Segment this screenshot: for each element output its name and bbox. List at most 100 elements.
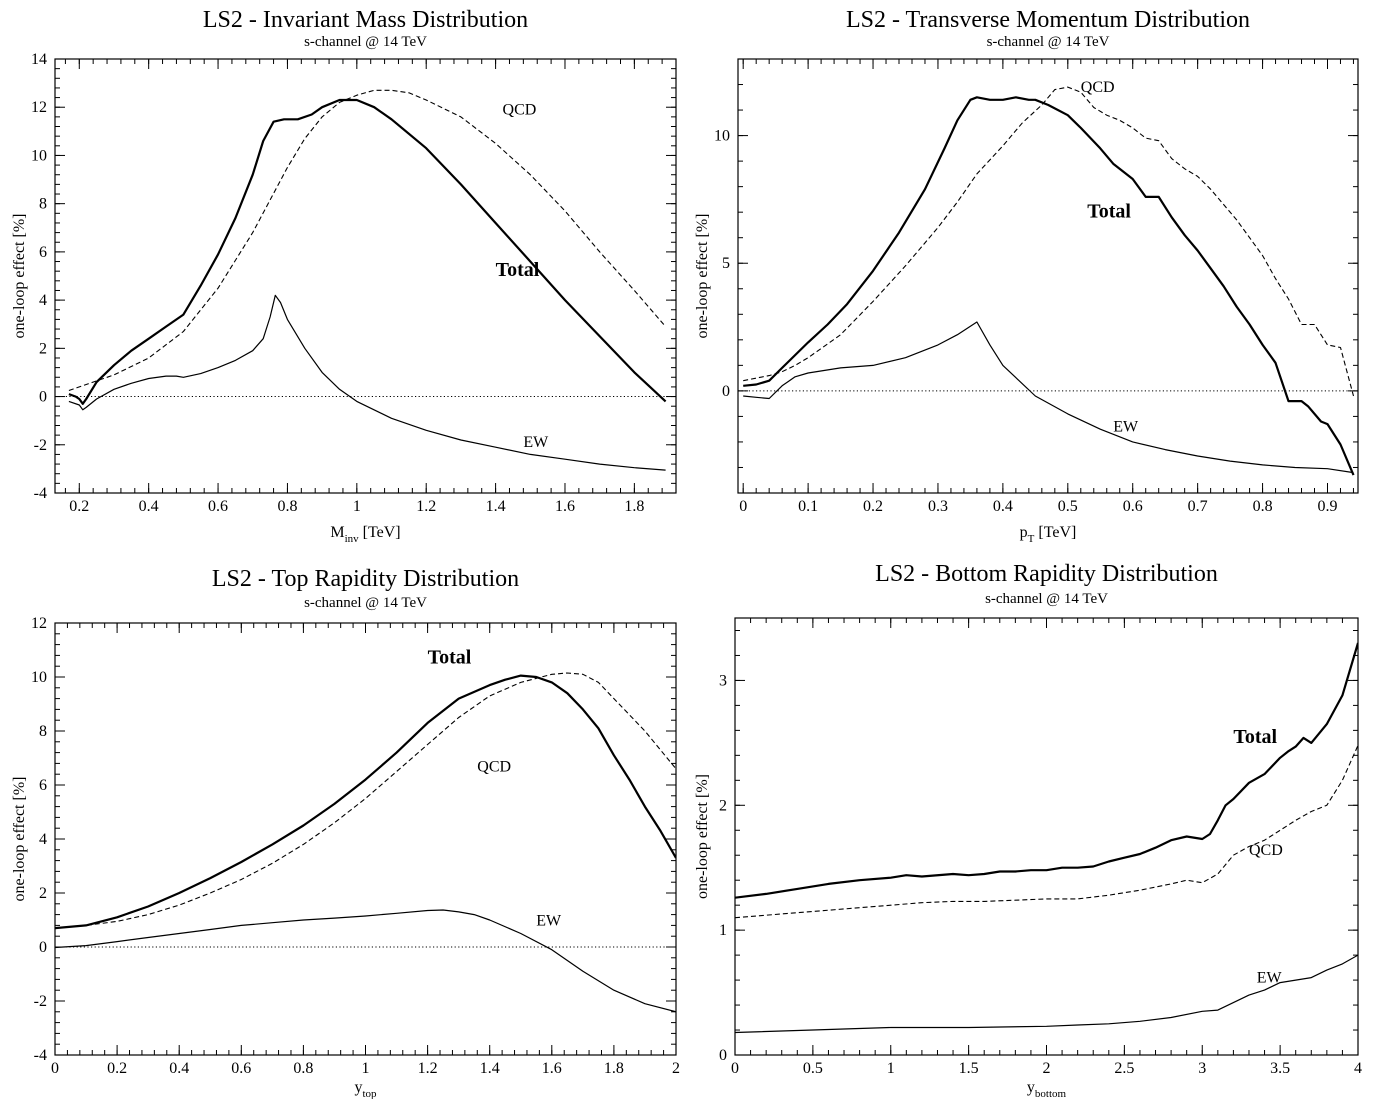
chart-subtitle: s-channel @ 14 TeV	[304, 595, 427, 611]
x-tick-label: 1	[362, 1060, 370, 1077]
x-tick-label: 1.2	[418, 1060, 438, 1077]
x-tick-label: 4	[1354, 1060, 1362, 1077]
x-tick-label: 0.9	[1317, 498, 1337, 515]
x-tick-label: 0.5	[1058, 498, 1078, 515]
series-label-ew: EW	[1113, 419, 1139, 436]
x-axis-label-main: M	[330, 524, 344, 541]
y-tick-label: 2	[39, 885, 47, 902]
y-tick-label: 10	[714, 128, 730, 145]
x-tick-label: 2	[1043, 1060, 1051, 1077]
series-line-ew	[743, 321, 1354, 474]
x-tick-label: 1.6	[555, 498, 575, 515]
series-line-total	[55, 674, 676, 930]
series-label-total: Total	[1087, 200, 1131, 222]
x-tick-label: 1.5	[959, 1060, 979, 1077]
x-tick-label: 2.5	[1114, 1060, 1134, 1077]
y-tick-label: 6	[39, 777, 47, 794]
x-tick-label: 1	[353, 498, 361, 515]
y-tick-label: 14	[31, 51, 47, 68]
y-tick-label: 1	[719, 922, 727, 939]
series-label-qcd: QCD	[1081, 79, 1115, 96]
plot-frame	[54, 58, 677, 494]
chart-title: LS2 - Invariant Mass Distribution	[203, 7, 528, 33]
y-tick-label: 12	[31, 99, 47, 116]
x-axis-label: ytop	[354, 1079, 377, 1099]
x-tick-label: 0.8	[1253, 498, 1273, 515]
series-line-qcd	[743, 86, 1355, 397]
x-axis-label-subscript: top	[362, 1088, 377, 1099]
chart-panel-2: LS2 - Transverse Momentum Distributions-…	[694, 7, 1359, 545]
y-tick-label: 0	[39, 389, 47, 406]
x-axis-label: Minv [TeV]	[330, 524, 400, 545]
x-axis-label-main: y	[1027, 1079, 1035, 1096]
x-tick-label: 3	[1198, 1060, 1206, 1077]
x-axis-label: pT [TeV]	[1020, 524, 1077, 545]
y-axis-label: one-loop effect [%]	[11, 214, 28, 339]
series-label-qcd: QCD	[477, 759, 511, 776]
y-tick-label: -2	[34, 437, 47, 454]
series-label-ew: EW	[523, 434, 549, 451]
series-line-total	[743, 96, 1355, 476]
y-tick-label: 5	[722, 255, 730, 272]
x-tick-label: 0.4	[139, 498, 159, 515]
y-tick-label: 3	[719, 672, 727, 689]
series-label-qcd: QCD	[1249, 842, 1283, 859]
y-tick-label: 2	[719, 797, 727, 814]
x-tick-label: 0.3	[928, 498, 948, 515]
series-label-ew: EW	[1257, 970, 1283, 987]
x-tick-label: 0.6	[231, 1060, 251, 1077]
y-tick-label: 8	[39, 196, 47, 213]
y-tick-label: -4	[34, 1047, 47, 1064]
series-label-total: Total	[1233, 726, 1277, 748]
y-tick-label: 10	[31, 669, 47, 686]
x-tick-label: 0.6	[1123, 498, 1143, 515]
chart-subtitle: s-channel @ 14 TeV	[987, 34, 1110, 50]
chart-title: LS2 - Transverse Momentum Distribution	[846, 7, 1250, 33]
x-tick-label: 0.6	[208, 498, 228, 515]
y-tick-label: 0	[39, 939, 47, 956]
y-tick-label: 2	[39, 340, 47, 357]
x-tick-label: 1.4	[480, 1060, 500, 1077]
y-tick-label: 8	[39, 723, 47, 740]
series-label-total: Total	[496, 259, 540, 281]
chart-subtitle: s-channel @ 14 TeV	[985, 591, 1108, 607]
y-tick-label: 4	[39, 292, 47, 309]
plot-frame	[737, 58, 1359, 494]
chart-subtitle: s-channel @ 14 TeV	[304, 34, 427, 50]
x-tick-label: 0.8	[277, 498, 297, 515]
x-tick-label: 1.8	[604, 1060, 624, 1077]
x-tick-label: 0	[739, 498, 747, 515]
x-tick-label: 0.1	[798, 498, 818, 515]
x-tick-label: 0.4	[169, 1060, 189, 1077]
plot-frame	[734, 617, 1359, 1056]
y-tick-label: 6	[39, 244, 47, 261]
series-label-total: Total	[428, 647, 472, 669]
x-axis-label-subscript: inv	[345, 533, 360, 545]
x-tick-label: 1.6	[542, 1060, 562, 1077]
x-tick-label: 0	[731, 1060, 739, 1077]
x-tick-label: 1.2	[416, 498, 436, 515]
series-line-qcd	[68, 89, 667, 392]
x-axis-label-subscript: bottom	[1035, 1088, 1067, 1099]
plot-frame	[54, 622, 677, 1056]
y-axis-label: one-loop effect [%]	[11, 777, 28, 902]
y-axis-label: one-loop effect [%]	[694, 214, 711, 339]
series-line-ew	[55, 909, 676, 1013]
y-tick-label: -4	[34, 485, 47, 502]
y-tick-label: 12	[31, 615, 47, 632]
chart-panel-3: LS2 - Top Rapidity Distribution s-channel…	[11, 566, 680, 1099]
series-line-ew	[735, 954, 1358, 1034]
y-tick-label: 10	[31, 147, 47, 164]
chart-title: LS2 - Top Rapidity Distribution	[212, 566, 519, 592]
x-tick-label: 0.7	[1188, 498, 1208, 515]
series-line-qcd	[55, 672, 676, 929]
series-label-qcd: QCD	[503, 101, 537, 118]
x-tick-label: 1.4	[486, 498, 506, 515]
x-axis-label-main: p	[1020, 524, 1028, 541]
x-tick-label: 1.8	[624, 498, 644, 515]
x-tick-label: 0	[51, 1060, 59, 1077]
chart-panel-1: LS2 - Invariant Mass Distributions-chann…	[11, 7, 677, 545]
x-tick-label: 3.5	[1270, 1060, 1290, 1077]
x-tick-label: 0.4	[993, 498, 1013, 515]
